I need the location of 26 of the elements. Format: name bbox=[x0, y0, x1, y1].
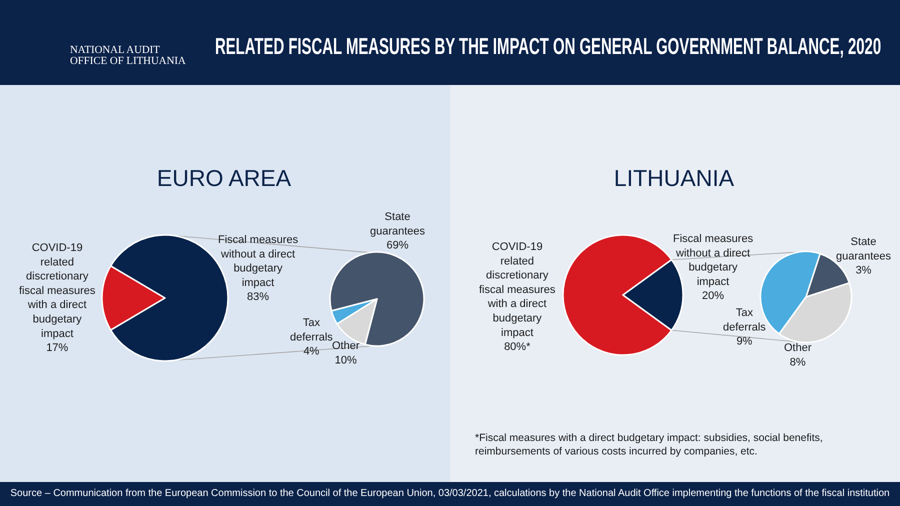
data-label: 10% bbox=[334, 354, 357, 366]
slice-label: State guarantees bbox=[836, 236, 892, 262]
data-label: 3% bbox=[856, 264, 872, 277]
slice-label: Other bbox=[784, 342, 812, 354]
data-label: 83% bbox=[247, 291, 270, 304]
slice-label: Fiscal measures without a direct budgetary impact bbox=[673, 233, 754, 288]
slice-label: State guarantees bbox=[370, 211, 426, 238]
data-label: 9% bbox=[736, 336, 753, 348]
text: RELATED FISCAL MEASURES BY THE IMPACT ON GENERAL GOVERNMENT BALANCE, 2020 bbox=[215, 33, 882, 60]
data-label: 69% bbox=[386, 240, 409, 252]
source-note: Source – Communication from the European Commission to the Council of the European Union, 03/03/2021, calculations by the National Audit Office implementing the functions of the fiscal institution bbox=[9, 487, 891, 501]
data-label: 4% bbox=[303, 346, 320, 358]
slice-label: Tax deferrals bbox=[290, 317, 334, 344]
data-label: 17% bbox=[46, 342, 68, 354]
slice-label: Other bbox=[332, 340, 360, 352]
slice-label: COVID-19 related discretionary fiscal measures with a direct budgetary impact bbox=[479, 241, 556, 339]
chart-title: EURO AREA bbox=[156, 165, 292, 192]
text: NATIONAL AUDIT OFFICE OF LITHUANIA bbox=[70, 44, 187, 67]
data-label: 8% bbox=[790, 356, 806, 368]
slice-label: COVID-19 related discretionary fiscal measures with a direct budgetary impact bbox=[19, 242, 96, 340]
text: *Fiscal measures with a direct budgetary impact: subsidies, social benefits, reimbursements of various costs incurred by companies, etc. bbox=[475, 432, 823, 458]
slice-label: Tax deferrals bbox=[723, 307, 766, 334]
data-label: 80%* bbox=[504, 341, 532, 354]
data-label: 20% bbox=[702, 290, 724, 302]
slice-label: Fiscal measures without a direct budgetary impact bbox=[218, 234, 299, 289]
chart-title: LITHUANIA bbox=[614, 165, 735, 192]
